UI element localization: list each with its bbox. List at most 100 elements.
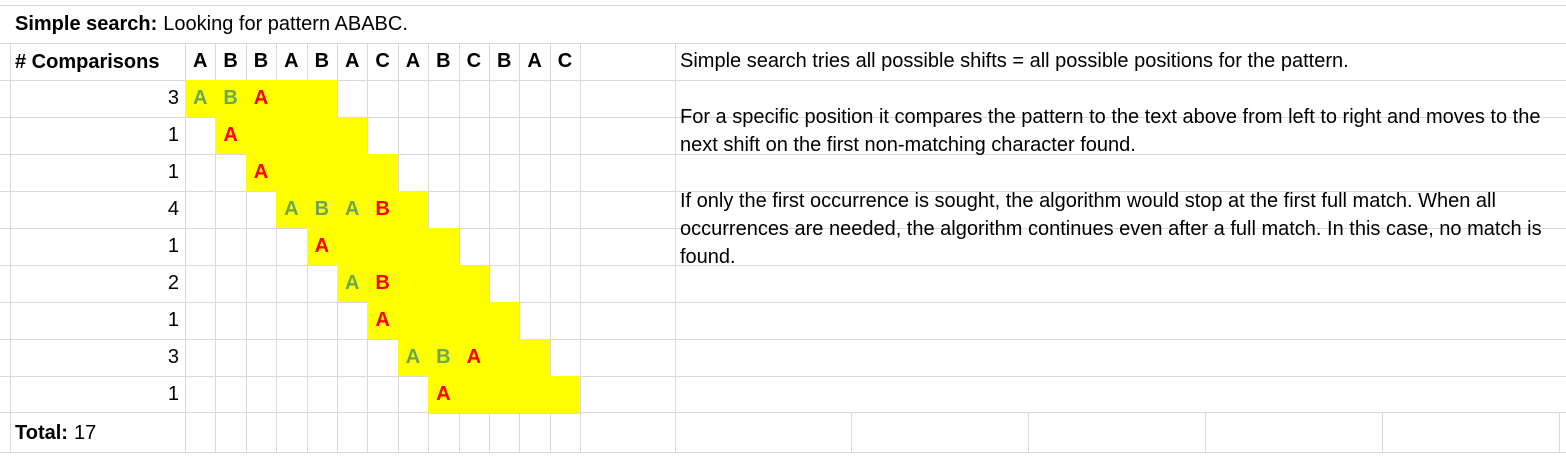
pattern-cell[interactable] [489, 376, 521, 414]
pattern-cell[interactable] [337, 154, 369, 192]
title-cell[interactable]: Simple search: Looking for pattern ABABC… [0, 6, 408, 42]
pattern-cell[interactable]: A [306, 228, 338, 266]
comparisons-header[interactable]: # Comparisons [0, 44, 159, 80]
grid-line-v [580, 43, 581, 452]
grid-line-h [0, 228, 1566, 229]
text-char-cell[interactable]: B [223, 50, 238, 72]
pattern-cell[interactable] [306, 117, 338, 155]
pattern-cell[interactable] [458, 302, 490, 340]
text-char-cell[interactable]: B [496, 50, 512, 72]
grid-line-h [0, 43, 1566, 44]
pattern-cell[interactable]: A [245, 154, 278, 192]
grid-line-v [10, 43, 11, 452]
grid-line-h [0, 339, 1566, 340]
comparison-count[interactable]: 1 [167, 161, 179, 183]
pattern-cell[interactable] [367, 154, 399, 192]
pattern-cell[interactable]: A [245, 80, 278, 118]
grid-line-v [851, 412, 852, 452]
pattern-cell[interactable] [337, 117, 369, 155]
description-spacer [680, 75, 1560, 103]
pattern-cell[interactable] [276, 80, 308, 118]
pattern-cell[interactable]: A [276, 191, 308, 229]
comparison-count[interactable]: 1 [167, 383, 179, 405]
grid-line-h [0, 5, 1566, 6]
pattern-cell[interactable] [428, 228, 460, 266]
description-line-3: If only the first occurrence is sought, … [680, 190, 1542, 268]
pattern-cell[interactable]: A [337, 191, 369, 229]
grid-line-v [215, 43, 216, 452]
grid-line-v [276, 43, 277, 452]
comparison-count[interactable]: 1 [167, 309, 179, 331]
grid-line-v [519, 43, 520, 452]
comparison-count[interactable]: 4 [167, 198, 179, 220]
text-char-cell[interactable]: C [466, 50, 482, 72]
text-char-cell[interactable]: B [436, 50, 451, 72]
text-char-cell[interactable]: A [192, 50, 208, 72]
text-char-cell[interactable]: A [405, 50, 421, 72]
pattern-cell[interactable] [549, 376, 582, 414]
grid-line-h [0, 154, 1566, 155]
pattern-cell[interactable]: A [367, 302, 399, 340]
pattern-cell[interactable]: A [185, 80, 217, 118]
pattern-cell[interactable] [519, 339, 551, 377]
grid-line-v [550, 43, 551, 452]
comparisons-header-label: # Comparisons [15, 50, 160, 73]
text-char-cell[interactable]: C [375, 50, 390, 72]
text-char-cell[interactable]: A [284, 50, 299, 72]
pattern-cell[interactable] [428, 302, 460, 340]
pattern-cell[interactable] [397, 265, 430, 303]
comparison-count[interactable]: 1 [167, 124, 179, 146]
grid-line-h [0, 412, 1566, 413]
title-text: Looking for pattern ABABC. [163, 12, 408, 35]
grid-line-v [1028, 412, 1029, 452]
pattern-cell[interactable] [458, 265, 490, 303]
pattern-cell[interactable]: B [428, 339, 460, 377]
description-line-2: For a specific position it compares the … [680, 106, 1541, 156]
pattern-cell[interactable]: B [367, 265, 399, 303]
text-char-cell[interactable]: B [253, 50, 269, 72]
pattern-cell[interactable]: A [428, 376, 460, 414]
text-char-cell[interactable]: B [314, 50, 330, 72]
pattern-cell[interactable] [397, 302, 430, 340]
pattern-cell[interactable] [276, 117, 308, 155]
description[interactable]: Simple search tries all possible shifts … [680, 47, 1560, 271]
pattern-cell[interactable] [428, 265, 460, 303]
pattern-cell[interactable]: B [367, 191, 399, 229]
comparison-count[interactable]: 1 [167, 235, 179, 257]
title-label: Simple search: [15, 12, 158, 35]
total-cell[interactable]: Total: 17 [0, 414, 96, 452]
pattern-cell[interactable] [397, 191, 430, 229]
pattern-cell[interactable] [489, 302, 521, 340]
grid-line-h [0, 191, 1566, 192]
pattern-cell[interactable]: A [337, 265, 369, 303]
text-char-cell[interactable]: A [527, 50, 542, 72]
text-char-cell[interactable]: A [344, 50, 360, 72]
pattern-cell[interactable]: B [215, 80, 247, 118]
pattern-cell[interactable] [519, 376, 551, 414]
pattern-cell[interactable]: A [215, 117, 247, 155]
grid-line-v [246, 43, 247, 452]
pattern-cell[interactable] [306, 80, 338, 118]
grid-line-h [0, 452, 1566, 453]
comparison-count[interactable]: 3 [167, 346, 179, 368]
description-line-1: Simple search tries all possible shifts … [680, 50, 1349, 72]
grid-line-v [489, 43, 490, 452]
pattern-cell[interactable] [489, 339, 521, 377]
pattern-cell[interactable] [458, 376, 490, 414]
pattern-cell[interactable] [367, 228, 399, 266]
pattern-cell[interactable] [397, 228, 430, 266]
description-spacer [680, 159, 1560, 187]
pattern-cell[interactable]: A [397, 339, 430, 377]
comparison-count[interactable]: 2 [167, 272, 179, 294]
total-value: 17 [73, 421, 97, 444]
pattern-cell[interactable]: B [306, 191, 338, 229]
pattern-cell[interactable] [276, 154, 308, 192]
pattern-cell[interactable] [306, 154, 338, 192]
text-char-cell[interactable]: C [557, 50, 573, 72]
grid-line-h [0, 302, 1566, 303]
pattern-cell[interactable]: A [458, 339, 490, 377]
pattern-cell[interactable] [245, 117, 278, 155]
pattern-cell[interactable] [337, 228, 369, 266]
comparison-count[interactable]: 3 [167, 87, 179, 109]
